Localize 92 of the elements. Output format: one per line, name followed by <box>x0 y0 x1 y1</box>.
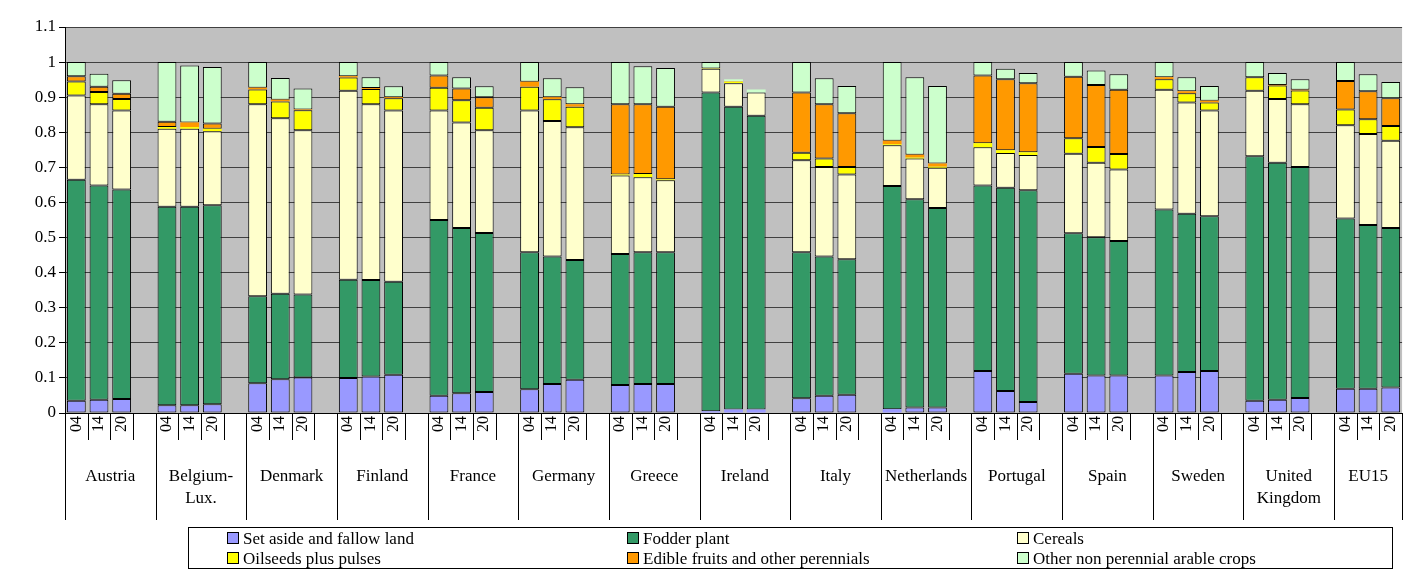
x-tick-label: 04 <box>791 416 809 432</box>
x-tick-label: 14 <box>179 416 197 432</box>
y-tick-label: 0.8 <box>34 121 56 141</box>
x-tick-label: 14 <box>723 416 741 432</box>
y-tick-label: 1 <box>47 51 56 71</box>
text: United Kingdom <box>1256 466 1321 508</box>
text: EU15 <box>1348 466 1388 486</box>
legend-label: Cereals <box>1033 528 1084 548</box>
x-tick-label: 14 <box>451 416 469 432</box>
y-tick-label: 0.5 <box>34 227 56 247</box>
x-tick-label: 04 <box>1063 416 1081 432</box>
x-tick-label: 20 <box>383 416 401 432</box>
x-tick-label: 04 <box>429 416 447 432</box>
bar <box>724 409 743 413</box>
x-tick-label: 14 <box>1358 416 1376 432</box>
bar <box>542 97 562 100</box>
y-tick-label: 0.2 <box>34 332 56 352</box>
text: Denmark <box>259 466 324 486</box>
x-tick-label: 14 <box>361 416 379 432</box>
text: Sweden <box>1171 466 1226 486</box>
text: Germany <box>531 466 596 486</box>
x-tick-label: 04 <box>973 416 991 432</box>
x-tick-label: 20 <box>655 416 673 432</box>
x-tick-label: 20 <box>746 416 764 432</box>
x-tick-label: 20 <box>927 416 945 432</box>
y-tick-label: 0.7 <box>34 156 57 176</box>
text: Austria <box>85 466 136 486</box>
x-tick-label: 20 <box>565 416 583 432</box>
legend-label: Fodder plant <box>643 528 730 548</box>
x-tick-label: 04 <box>66 416 84 432</box>
x-tick-label: 20 <box>202 416 220 432</box>
x-tick-label: 14 <box>89 416 107 432</box>
text: France <box>449 466 497 486</box>
text: Belgium-Lux. <box>168 466 234 508</box>
text: Greece <box>630 466 679 486</box>
bar <box>633 174 653 178</box>
bar <box>1154 77 1174 80</box>
text: Portugal <box>988 466 1046 486</box>
text: Finland <box>356 466 409 486</box>
x-tick-label: 20 <box>1199 416 1217 432</box>
x-tick-label: 04 <box>882 416 900 432</box>
x-tick-label: 14 <box>633 416 651 432</box>
legend-label: Oilseeds plus pulses <box>243 548 381 568</box>
x-tick-label: 14 <box>1086 416 1104 432</box>
bar <box>973 143 993 148</box>
y-tick-label: 0.6 <box>34 191 56 211</box>
x-tick-label: 20 <box>1108 416 1126 432</box>
x-tick-label: 20 <box>1018 416 1036 432</box>
x-tick-label: 14 <box>995 416 1013 432</box>
x-tick-label: 14 <box>814 416 832 432</box>
x-tick-label: 04 <box>1244 416 1262 432</box>
x-tick-label: 04 <box>1335 416 1353 432</box>
text: Ireland <box>720 466 770 486</box>
bar <box>882 409 902 413</box>
x-tick-label: 14 <box>270 416 288 432</box>
text: Netherlands <box>885 466 968 486</box>
text: Spain <box>1088 466 1128 486</box>
legend-label: Edible fruits and other perennials <box>643 548 870 568</box>
x-tick-label: 04 <box>519 416 537 432</box>
x-tick-label: 20 <box>1380 416 1398 432</box>
y-tick-label: 0.3 <box>34 297 56 317</box>
y-tick-label: 1.1 <box>34 16 56 36</box>
bar <box>746 89 766 93</box>
text: Italy <box>819 466 852 486</box>
x-tick-label: 04 <box>1154 416 1172 432</box>
x-tick-label: 14 <box>542 416 560 432</box>
bar <box>746 409 766 413</box>
x-tick-label: 14 <box>1267 416 1285 432</box>
y-tick-label: 0.4 <box>34 262 57 282</box>
x-tick-label: 04 <box>701 416 719 432</box>
x-tick-label: 20 <box>837 416 855 432</box>
legend-label: Other non perennial arable crops <box>1033 548 1256 568</box>
x-tick-label: 20 <box>474 416 492 432</box>
y-tick-label: 0.9 <box>34 86 56 106</box>
bar <box>1018 152 1038 156</box>
legend-label: Set aside and fallow land <box>243 528 414 548</box>
bar <box>565 104 585 107</box>
bar <box>1177 91 1197 94</box>
x-tick-label: 04 <box>610 416 628 432</box>
bar <box>180 122 200 128</box>
x-tick-label: 04 <box>157 416 175 432</box>
bar <box>996 150 1015 153</box>
x-tick-label: 04 <box>338 416 356 432</box>
x-tick-label: 20 <box>293 416 311 432</box>
bar <box>520 81 539 87</box>
x-tick-label: 14 <box>905 416 923 432</box>
x-tick-label: 04 <box>247 416 265 432</box>
x-tick-label: 20 <box>1290 416 1308 432</box>
x-tick-label: 14 <box>1176 416 1194 432</box>
y-tick-label: 0.1 <box>34 367 56 387</box>
y-tick-label: 0 <box>47 402 56 422</box>
x-tick-label: 20 <box>111 416 129 432</box>
